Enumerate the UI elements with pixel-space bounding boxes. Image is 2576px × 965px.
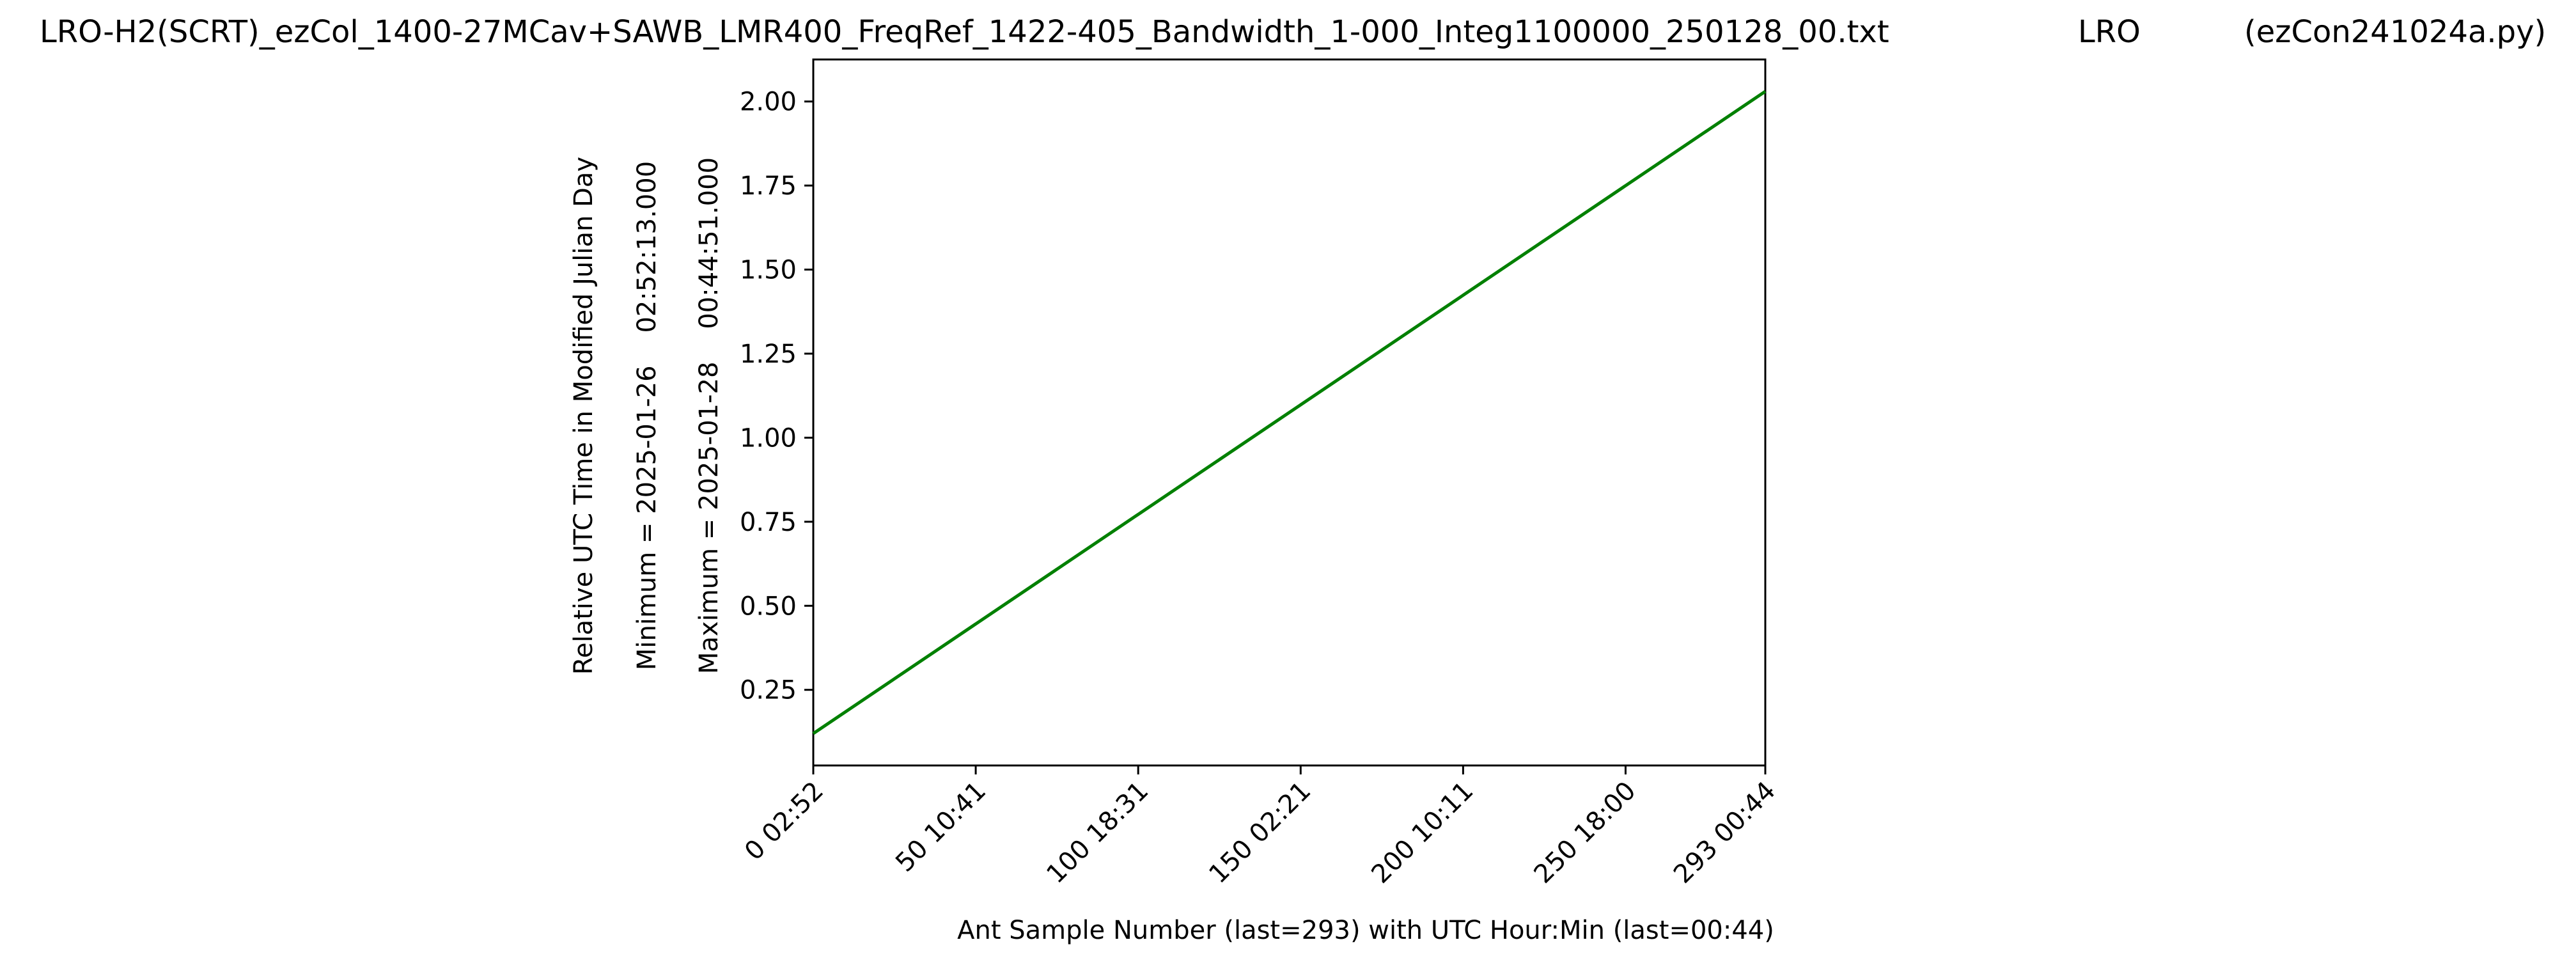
y-axis-minimum-label: Minimum = 2025-01-26 02:52:13.000 — [632, 161, 662, 670]
x-axis-label: Ant Sample Number (last=293) with UTC Ho… — [957, 916, 1774, 945]
x-tick-label-0: 0 02:52 — [739, 776, 829, 867]
series-line-0 — [812, 90, 1767, 735]
y-tick-label-6: 1.75 — [740, 171, 797, 201]
plot-frame — [812, 58, 1767, 767]
x-tick-label-6: 293 00:44 — [1668, 776, 1781, 890]
chart-title-station: LRO — [2078, 14, 2141, 50]
x-tick-label-4: 200 10:11 — [1366, 776, 1479, 890]
y-tick-label-2: 0.75 — [740, 508, 797, 537]
chart-title-program: (ezCon241024a.py) — [2244, 14, 2546, 50]
y-tick-label-1: 0.50 — [740, 592, 797, 621]
y-axis-maximum-label: Maximum = 2025-01-28 00:44:51.000 — [694, 157, 724, 674]
x-axis-ticks: 0 02:52 50 10:41 100 18:31 150 02:21 200 10:… — [739, 765, 1781, 890]
y-tick-label-0: 0.25 — [740, 676, 797, 705]
y-tick-label-4: 1.25 — [740, 340, 797, 369]
y-tick-label-5: 1.50 — [740, 256, 797, 285]
plot-area — [812, 58, 1767, 767]
x-tick-label-5: 250 18:00 — [1529, 776, 1642, 890]
y-tick-label-3: 1.00 — [740, 423, 797, 453]
y-tick-label-7: 2.00 — [740, 88, 797, 117]
y-axis-label: Relative UTC Time in Modified Julian Day — [569, 157, 598, 675]
chart-title-file: LRO-H2(SCRT)_ezCol_1400-27MCav+SAWB_LMR4… — [40, 14, 1889, 50]
x-tick-label-1: 50 10:41 — [890, 776, 992, 878]
x-tick-label-3: 150 02:21 — [1203, 776, 1316, 890]
x-tick-label-2: 100 18:31 — [1041, 776, 1154, 890]
series-layer — [812, 90, 1767, 735]
y-axis-ticks: 0.25 0.50 0.75 1.00 1.25 1.50 1.75 2.00 — [740, 88, 813, 705]
